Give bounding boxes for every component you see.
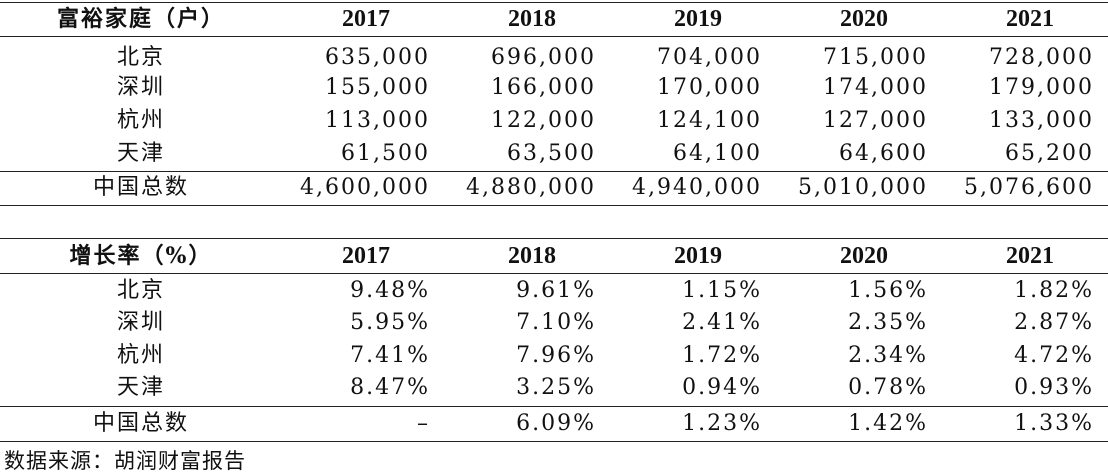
row-label: 天津 [116,375,165,400]
cell-value: 127,000 [823,108,928,133]
cell-value: 155,000 [325,75,430,100]
cell-value: 4.72% [1014,343,1094,368]
cell-value: 6.09% [516,411,596,436]
row-label: 北京 [116,278,165,303]
row-label: 深圳 [116,310,165,335]
cell-value: 122,000 [491,108,596,133]
cell-value: 2.34% [848,343,928,368]
rule [0,406,1108,407]
cell-value: 4,880,000 [466,175,596,200]
cell-value: 728,000 [989,45,1094,70]
year-header: 2018 [508,6,556,32]
cell-value: 1.56% [848,278,928,303]
cell-value: 715,000 [823,45,928,70]
row-label: 中国总数 [92,411,189,436]
cell-value: 5.95% [350,310,430,335]
cell-value: 179,000 [989,75,1094,100]
year-header: 2018 [508,243,556,269]
header-label: 增长率（%） [69,243,213,269]
rule [0,205,1108,206]
rule [0,273,1108,274]
cell-value: 5,010,000 [798,175,928,200]
cell-value: 2.35% [848,310,928,335]
row-label: 杭州 [116,108,165,133]
year-header: 2021 [1006,243,1054,269]
row-label: 天津 [116,141,165,166]
cell-value: 64,600 [839,141,928,166]
cell-value: 7.96% [516,343,596,368]
cell-value: 174,000 [823,75,928,100]
cell-value: 5,076,600 [964,175,1094,200]
rule [0,2,1108,3]
cell-value: 635,000 [325,45,430,70]
rule [0,36,1108,37]
cell-value: 64,100 [673,141,762,166]
year-header: 2020 [840,243,888,269]
cell-value: 113,000 [325,108,430,133]
cell-value: 1.33% [1014,411,1094,436]
year-header: 2020 [840,6,888,32]
cell-value: 1.72% [682,343,762,368]
cell-value: 170,000 [657,75,762,100]
cell-value: 2.87% [1014,310,1094,335]
cell-value: – [417,411,430,436]
cell-value: 704,000 [657,45,762,70]
cell-value: 1.42% [848,411,928,436]
row-label: 北京 [116,45,165,70]
cell-value: 7.10% [516,310,596,335]
cell-value: 0.93% [1014,375,1094,400]
year-header: 2021 [1006,6,1054,32]
cell-value: 2.41% [682,310,762,335]
year-header: 2017 [342,6,390,32]
cell-value: 9.61% [516,278,596,303]
year-header: 2019 [674,6,722,32]
cell-value: 4,600,000 [300,175,430,200]
cell-value: 1.23% [682,411,762,436]
cell-value: 1.15% [682,278,762,303]
cell-value: 0.78% [848,375,928,400]
cell-value: 63,500 [507,141,596,166]
cell-value: 696,000 [491,45,596,70]
source-note: 数据来源：胡润财富报告 [4,449,246,473]
row-label: 深圳 [116,75,165,100]
cell-value: 133,000 [989,108,1094,133]
rule [0,171,1108,172]
year-header: 2019 [674,243,722,269]
cell-value: 3.25% [516,375,596,400]
cell-value: 4,940,000 [632,175,762,200]
year-header: 2017 [342,243,390,269]
row-label: 杭州 [116,343,165,368]
cell-value: 65,200 [1005,141,1094,166]
header-label: 富裕家庭（户） [56,6,225,32]
cell-value: 7.41% [350,343,430,368]
row-label: 中国总数 [92,175,189,200]
cell-value: 124,100 [657,108,762,133]
cell-value: 8.47% [350,375,430,400]
cell-value: 61,500 [341,141,430,166]
rule [0,238,1108,239]
cell-value: 1.82% [1014,278,1094,303]
cell-value: 0.94% [682,375,762,400]
rule [0,441,1108,442]
cell-value: 9.48% [350,278,430,303]
cell-value: 166,000 [491,75,596,100]
